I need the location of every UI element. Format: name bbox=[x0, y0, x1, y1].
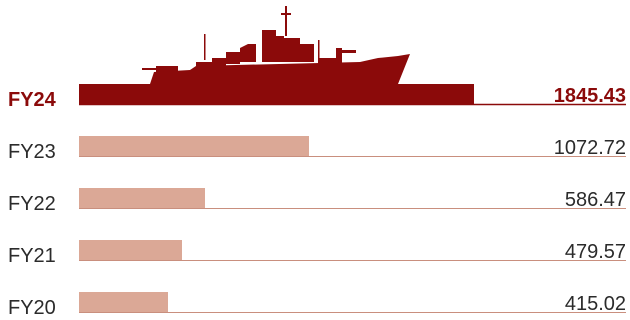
category-label-fy23: FY23 bbox=[8, 141, 56, 163]
category-label-fy20: FY20 bbox=[8, 297, 56, 319]
value-label-fy20: 415.02 bbox=[565, 293, 626, 315]
value-label-fy22: 586.47 bbox=[565, 189, 626, 211]
category-label-fy21: FY21 bbox=[8, 245, 56, 267]
category-label-fy22: FY22 bbox=[8, 193, 56, 215]
value-label-fy23: 1072.72 bbox=[554, 137, 626, 159]
bar-fy24 bbox=[79, 84, 474, 104]
value-label-fy24: 1845.43 bbox=[554, 85, 626, 107]
category-label-fy24: FY24 bbox=[8, 89, 57, 111]
bar-fy23 bbox=[79, 136, 309, 156]
bar-fy22 bbox=[79, 188, 205, 208]
value-label-fy21: 479.57 bbox=[565, 241, 626, 263]
bar-fy20 bbox=[79, 292, 168, 312]
warship-silhouette-icon bbox=[142, 6, 410, 84]
bar-fy21 bbox=[79, 240, 182, 260]
